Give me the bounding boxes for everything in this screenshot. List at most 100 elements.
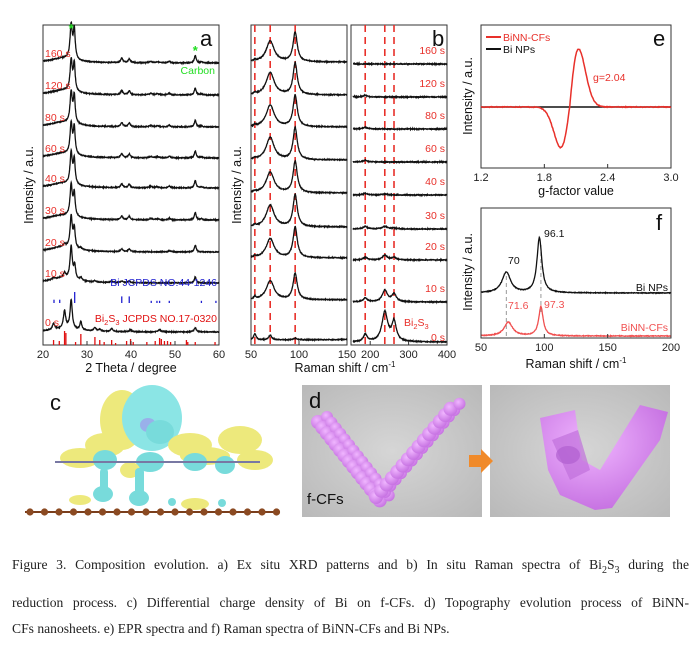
raman-trace-right	[352, 61, 448, 67]
series-label: 120 s	[45, 80, 71, 92]
xrd-trace	[42, 298, 220, 335]
panel-letter: d	[309, 388, 321, 413]
series-label: 0 s	[431, 332, 445, 344]
panel-c-charge-density: c	[25, 385, 281, 516]
f-cfs-label: f-CFs	[307, 491, 344, 508]
legend-label-binn-cfs: BiNN-CFs	[503, 32, 550, 44]
raman-trace-left	[250, 159, 348, 196]
peak-label: 70	[508, 255, 520, 267]
panel-letter: f	[656, 210, 663, 235]
xrd-trace	[42, 118, 220, 161]
caption-line: reduction process. c) Differential charg…	[12, 595, 689, 610]
series-label: 20 s	[425, 241, 445, 253]
carbon-atom	[98, 508, 107, 516]
caption-line: CFs nanosheets. e) EPR spectra and f) Ra…	[12, 621, 450, 636]
fiber-particle	[453, 397, 466, 410]
panel-e-epr: 1.2 1.8 2.4 3.0 e BiNN-CFs Bi NPs g=2.04 g-…	[461, 24, 679, 198]
series-label: 20 s	[45, 237, 65, 249]
plot-frame	[480, 207, 672, 339]
x-tick-label: 1.8	[537, 172, 552, 184]
peak-label: 97.3	[544, 299, 565, 311]
x-tick-label: 30	[81, 349, 93, 361]
carbon-label: Carbon	[181, 65, 216, 77]
carbon-marker: *	[193, 43, 199, 58]
raman-trace-left	[250, 93, 348, 129]
carbon-marker: *	[69, 21, 75, 36]
raman-trace-right	[352, 288, 448, 305]
x-axis-title: 2 Theta / degree	[85, 361, 177, 375]
carbon-atom	[258, 508, 266, 516]
bi2s3-reference-label: Bi2S3 JCPDS NO.17-0320	[95, 313, 217, 327]
carbon-atom	[171, 508, 179, 516]
carbon-atom	[200, 508, 208, 516]
carbon-atom	[156, 508, 165, 516]
raman-trace	[480, 304, 672, 338]
y-axis-title: Intensity / a.u.	[22, 146, 36, 224]
xrd-trace	[42, 147, 220, 191]
x-tick-label: 200	[361, 349, 379, 361]
xrd-trace	[42, 180, 220, 223]
carbon-atom	[84, 508, 92, 516]
raman-trace-left	[250, 271, 348, 302]
x-tick-label: 2.4	[600, 172, 615, 184]
panel-b-raman: 160 s 120 s 80 s 60 s 40 s 30 s 20 s 10 s 0 s 50 1…	[230, 24, 456, 375]
carbon-atom	[40, 508, 49, 516]
x-axis-title: Raman shift / cm-1	[295, 360, 396, 375]
carbon-atom	[55, 508, 63, 516]
carbon-atom	[127, 508, 136, 516]
plot-frame-right	[350, 24, 448, 346]
x-tick-label: 150	[338, 349, 356, 361]
panel-f-raman: 50 100 150 200 f 70 96.1 71.6 97.3 Bi NPs B…	[461, 207, 680, 371]
y-axis-title: Intensity / a.u.	[230, 146, 244, 224]
series-label: 160 s	[45, 48, 71, 60]
raman-trace-right	[352, 224, 448, 231]
xrd-trace	[42, 213, 220, 255]
raman-trace-right	[352, 191, 448, 198]
raman-trace-right	[352, 125, 448, 132]
x-tick-label: 100	[290, 349, 308, 361]
xrd-trace	[42, 244, 220, 285]
panel-letter: b	[432, 26, 444, 51]
legend-label-bi-nps: Bi NPs	[503, 44, 535, 56]
series-label: 120 s	[419, 78, 445, 90]
raman-trace-left	[250, 60, 348, 98]
panel-letter: e	[653, 26, 665, 51]
x-tick-label: 50	[169, 349, 181, 361]
raman-trace-left	[250, 192, 348, 229]
x-tick-label: 300	[399, 349, 417, 361]
carbon-atom	[26, 508, 34, 516]
series-label: 160 s	[419, 45, 445, 57]
x-axis-title: g-factor value	[538, 184, 614, 198]
epr-trace-binn-cfs	[480, 48, 672, 150]
raman-trace-right	[352, 308, 448, 345]
xrd-trace	[42, 57, 220, 98]
xrd-trace	[42, 21, 220, 66]
y-axis-title: Intensity / a.u.	[461, 233, 475, 311]
raman-trace-left	[250, 332, 348, 343]
carbon-atom	[69, 508, 78, 516]
series-label: 0 s	[45, 317, 59, 329]
x-tick-label: 1.2	[473, 172, 488, 184]
panel-letter: a	[200, 26, 213, 51]
x-tick-label: 50	[475, 342, 487, 354]
x-tick-label: 20	[37, 349, 49, 361]
carbon-atom	[113, 508, 121, 516]
panel-letter: c	[50, 390, 61, 415]
panel-d-topography: d f-CFs	[302, 385, 670, 517]
bi2s3-label: Bi2S3	[404, 317, 429, 331]
carbon-atom	[243, 508, 252, 516]
series-label: 40 s	[45, 173, 65, 185]
series-label-binn-cfs: BiNN-CFs	[621, 322, 668, 334]
raman-trace-left	[250, 31, 348, 65]
raman-trace-right	[352, 253, 448, 263]
x-tick-label: 40	[125, 349, 137, 361]
carbon-atom	[272, 508, 281, 516]
x-tick-label: 150	[598, 342, 616, 354]
raman-trace-left	[250, 125, 348, 162]
x-tick-label: 200	[662, 342, 680, 354]
g-value-annotation: g=2.04	[593, 72, 626, 84]
raman-trace	[480, 235, 672, 295]
series-label: 60 s	[425, 143, 445, 155]
y-axis-title: Intensity / a.u.	[461, 57, 475, 135]
carbon-atom	[214, 508, 223, 516]
